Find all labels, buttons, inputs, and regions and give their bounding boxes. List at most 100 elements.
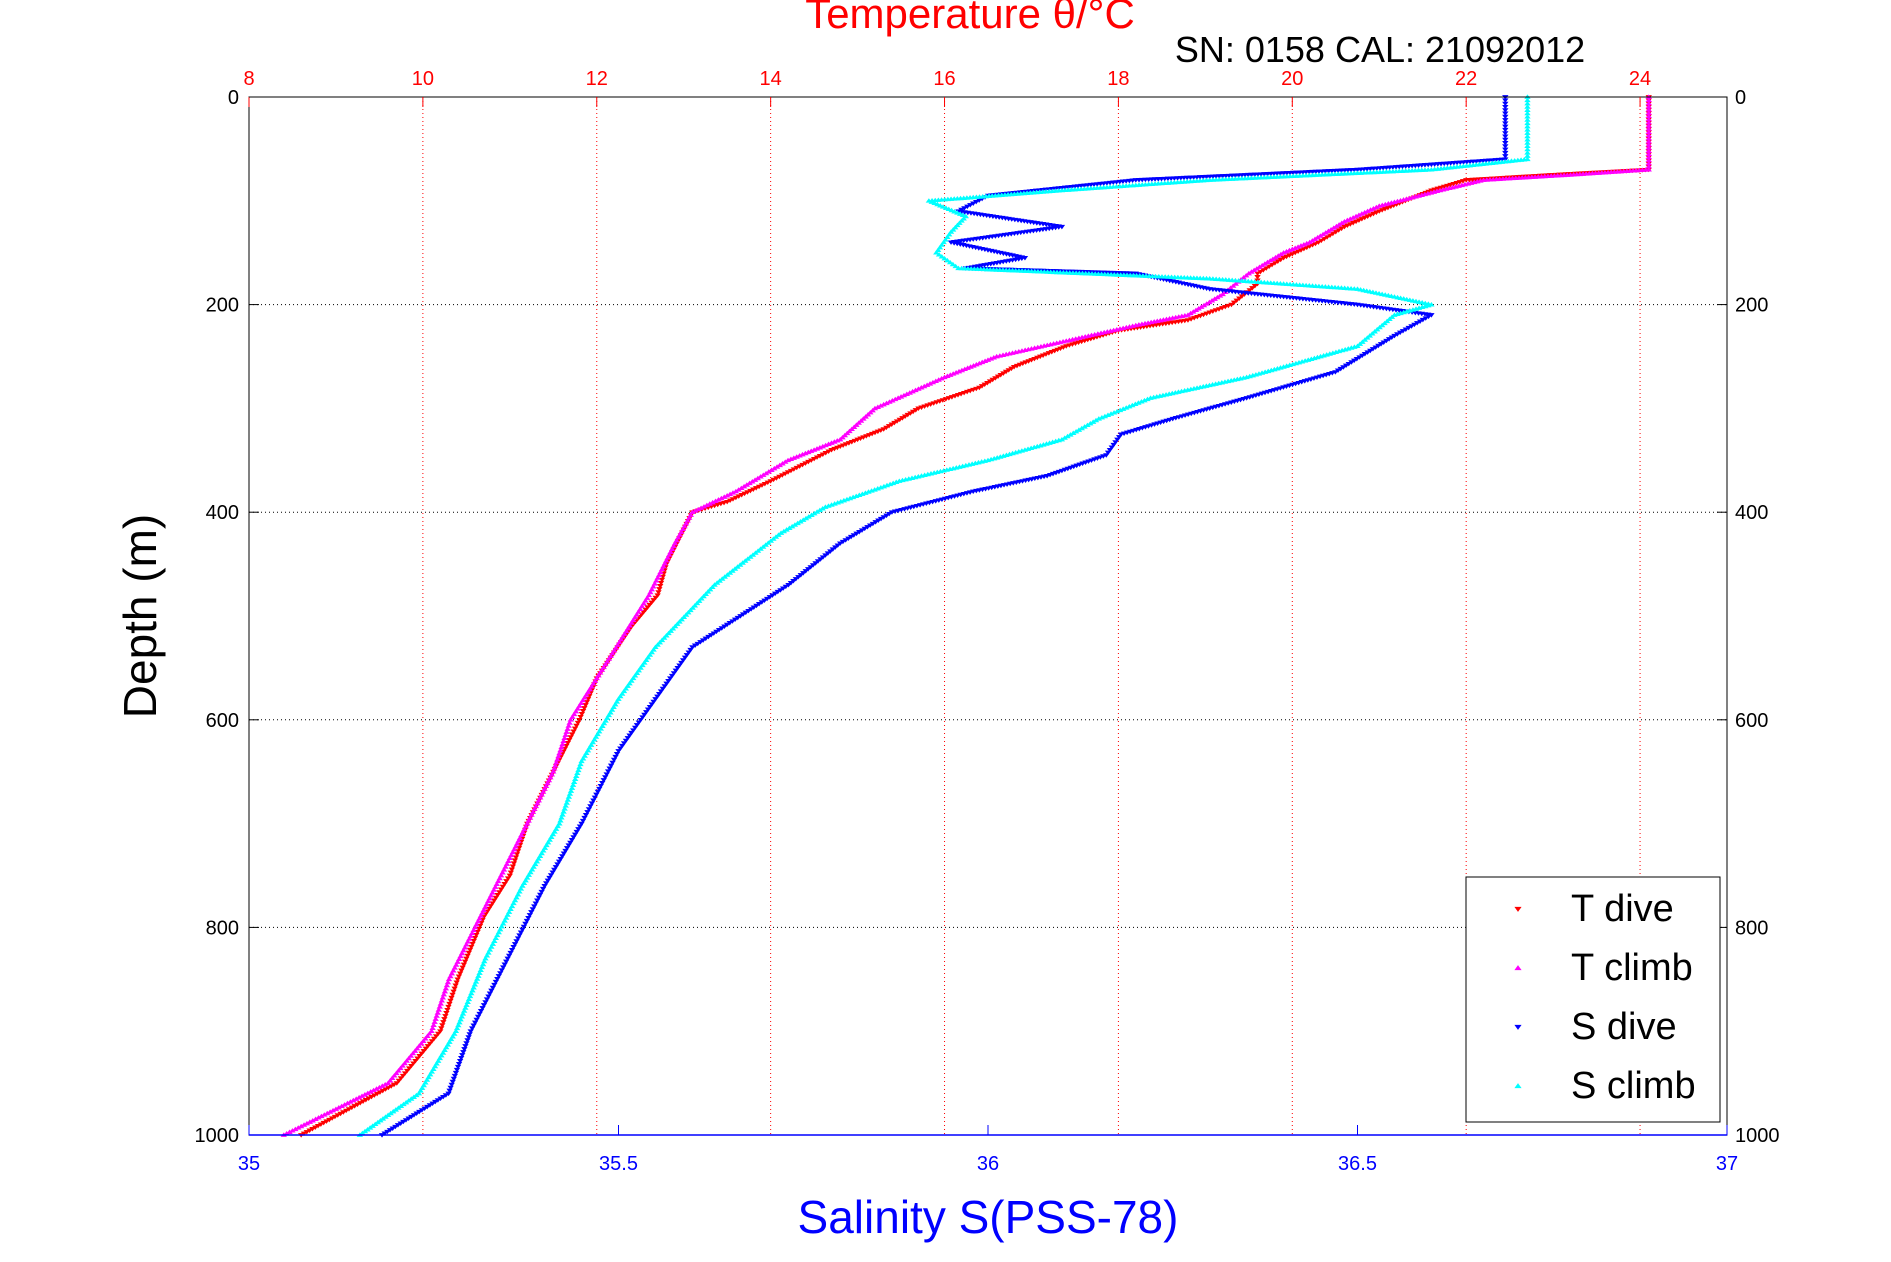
data-point xyxy=(698,596,705,601)
data-point xyxy=(1116,326,1124,331)
data-point xyxy=(445,976,453,982)
data-point xyxy=(509,864,517,869)
legend-marker xyxy=(1514,906,1522,912)
data-point xyxy=(508,867,516,872)
data-point xyxy=(1274,366,1281,371)
data-point xyxy=(644,654,652,660)
data-point xyxy=(800,517,807,522)
data-point xyxy=(1250,267,1258,273)
data-point xyxy=(712,498,719,503)
data-point xyxy=(886,481,894,487)
data-point xyxy=(1113,327,1121,332)
data-point xyxy=(1192,307,1200,313)
data-point xyxy=(526,913,534,918)
data-point xyxy=(837,436,844,442)
data-point xyxy=(1084,422,1091,428)
data-point xyxy=(465,1035,472,1040)
data-point xyxy=(1502,121,1509,126)
data-point xyxy=(570,779,578,784)
data-point xyxy=(644,605,651,610)
data-point xyxy=(883,400,890,406)
data-point xyxy=(420,1038,427,1043)
data-point xyxy=(555,753,562,759)
data-point xyxy=(749,552,757,557)
data-point xyxy=(571,726,579,732)
data-point xyxy=(1037,343,1045,349)
data-point xyxy=(738,485,745,491)
data-point xyxy=(877,403,884,408)
data-point xyxy=(776,462,783,468)
data-point xyxy=(489,985,497,991)
data-point xyxy=(1277,251,1285,257)
data-point xyxy=(1341,218,1348,224)
data-point xyxy=(590,798,597,803)
data-point xyxy=(597,670,604,675)
data-point xyxy=(1203,301,1210,306)
data-point xyxy=(1072,336,1079,341)
tick-label-top: 12 xyxy=(586,68,608,90)
legend-label: T dive xyxy=(1571,888,1674,930)
data-point xyxy=(1383,318,1391,324)
data-point xyxy=(967,364,974,369)
data-point xyxy=(578,712,586,717)
data-point xyxy=(318,1113,325,1119)
data-point xyxy=(503,879,510,884)
data-point xyxy=(703,502,711,508)
data-point xyxy=(732,488,740,494)
data-point xyxy=(946,231,953,237)
data-point xyxy=(306,1119,314,1124)
data-point xyxy=(935,377,942,382)
data-point xyxy=(671,623,679,629)
data-point xyxy=(869,407,876,413)
data-point xyxy=(993,353,1000,359)
data-point xyxy=(681,655,689,661)
tick-label-right: 0 xyxy=(1735,87,1746,109)
data-point xyxy=(959,463,966,469)
data-point xyxy=(561,735,568,740)
data-point xyxy=(399,1063,406,1068)
data-point xyxy=(900,392,908,398)
data-point xyxy=(563,846,571,851)
data-point xyxy=(759,544,767,549)
data-point xyxy=(557,747,564,753)
data-point xyxy=(893,479,900,485)
data-point xyxy=(939,204,947,209)
tick-label-top: 10 xyxy=(412,68,434,90)
data-point xyxy=(1132,401,1139,406)
data-point xyxy=(1502,118,1509,123)
data-point xyxy=(780,528,788,534)
data-point xyxy=(1446,185,1453,191)
data-point xyxy=(859,491,866,496)
data-point xyxy=(689,605,696,610)
data-point xyxy=(839,434,846,440)
data-point xyxy=(1089,419,1097,424)
data-point xyxy=(565,794,573,799)
data-point xyxy=(987,356,995,361)
data-point xyxy=(443,982,451,988)
data-point xyxy=(802,450,809,456)
data-point xyxy=(616,639,623,645)
data-point xyxy=(1141,397,1148,403)
data-point xyxy=(624,625,632,631)
tick-label-top: 8 xyxy=(243,68,254,90)
data-point xyxy=(1280,250,1287,255)
tick-label-bottom: 35.5 xyxy=(599,1153,638,1175)
data-point xyxy=(517,930,525,935)
data-point xyxy=(658,637,666,643)
data-point xyxy=(364,1126,371,1132)
data-point xyxy=(579,697,587,703)
data-point xyxy=(547,873,555,878)
data-point xyxy=(1314,234,1321,240)
data-point xyxy=(984,457,992,463)
data-point xyxy=(1249,372,1256,378)
data-point xyxy=(1397,310,1404,316)
data-point xyxy=(663,633,670,638)
data-point xyxy=(426,1041,434,1047)
data-point xyxy=(1364,335,1371,340)
series-t-climb xyxy=(280,94,1652,1137)
data-point xyxy=(413,1092,420,1098)
data-point xyxy=(1314,354,1321,360)
data-point xyxy=(849,494,857,500)
data-point xyxy=(941,374,948,380)
data-point xyxy=(358,1093,366,1098)
